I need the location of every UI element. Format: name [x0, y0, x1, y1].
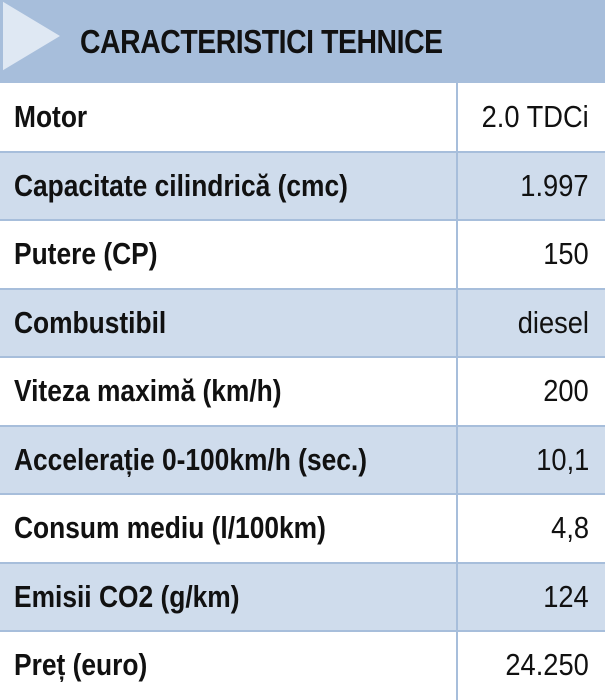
row-divider [0, 630, 605, 632]
table-row: Preț (euro) 24.250 [0, 631, 605, 700]
header-bar: CARACTERISTICI TEHNICE [0, 0, 605, 83]
arrow-icon [0, 0, 60, 72]
table-row: Consum mediu (l/100km) 4,8 [0, 494, 605, 563]
spec-label: Emisii CO2 (g/km) [14, 578, 240, 614]
table-row: Accelerație 0-100km/h (sec.) 10,1 [0, 425, 605, 494]
row-divider [0, 356, 605, 358]
page-title: CARACTERISTICI TEHNICE [80, 23, 443, 60]
table-row: Combustibil diesel [0, 288, 605, 357]
spec-label: Viteza maximă (km/h) [14, 373, 282, 409]
spec-value: diesel [517, 304, 589, 340]
spec-label: Putere (CP) [14, 236, 158, 272]
spec-label: Motor [14, 99, 88, 135]
table-row: Capacitate cilindrică (cmc) 1.997 [0, 151, 605, 220]
spec-label: Capacitate cilindrică (cmc) [14, 167, 348, 203]
spec-value: 200 [543, 373, 589, 409]
table-row: Viteza maximă (km/h) 200 [0, 357, 605, 426]
spec-value: 150 [543, 236, 589, 272]
column-divider [456, 83, 458, 700]
row-divider [0, 493, 605, 495]
spec-label: Accelerație 0-100km/h (sec.) [14, 441, 368, 477]
spec-value: 124 [543, 578, 589, 614]
spec-value: 24.250 [505, 647, 589, 683]
spec-value: 1.997 [520, 167, 589, 203]
row-divider [0, 150, 605, 153]
spec-value: 4,8 [551, 510, 589, 546]
table-row: Motor 2.0 TDCi [0, 83, 605, 152]
spec-label: Consum mediu (l/100km) [14, 510, 326, 546]
row-divider [0, 287, 605, 290]
table-row: Emisii CO2 (g/km) 124 [0, 562, 605, 631]
row-divider [0, 219, 605, 221]
row-divider [0, 424, 605, 427]
table-row: Putere (CP) 150 [0, 220, 605, 289]
specs-table: Motor 2.0 TDCi Capacitate cilindrică (cmc)… [0, 83, 605, 700]
spec-value: 10,1 [535, 441, 589, 477]
row-divider [0, 561, 605, 564]
spec-label: Preț (euro) [14, 647, 148, 683]
spec-label: Combustibil [14, 304, 167, 340]
spec-value: 2.0 TDCi [481, 99, 589, 135]
